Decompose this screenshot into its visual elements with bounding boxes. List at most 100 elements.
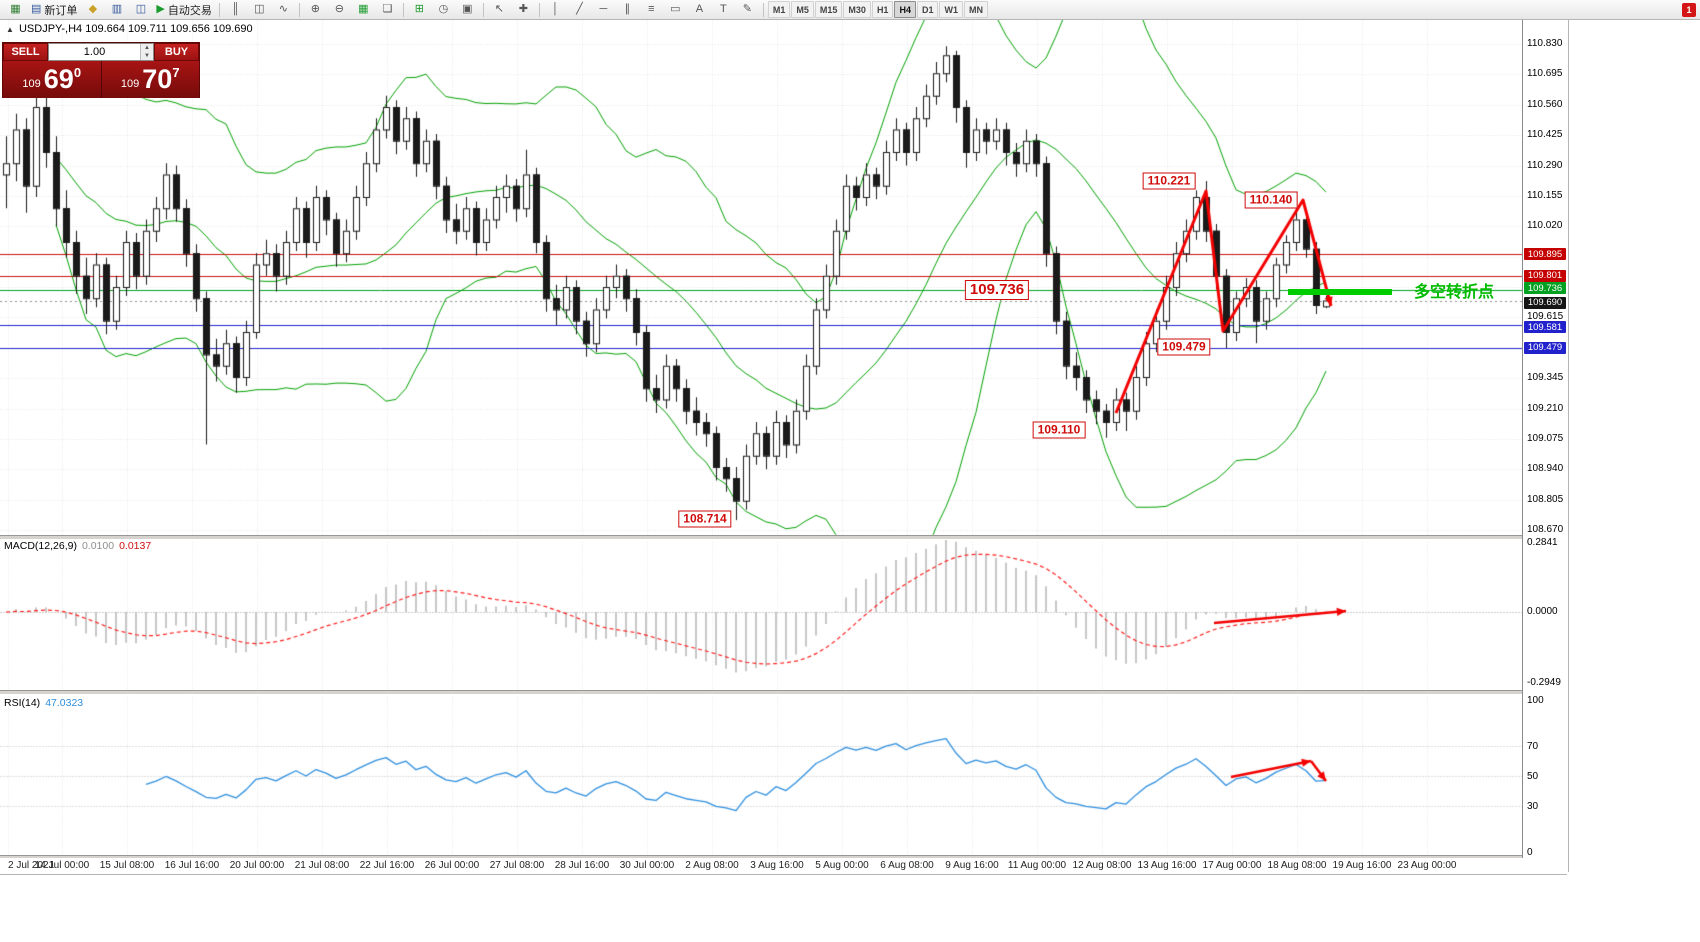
volume-input[interactable]: 1.00 ▲ ▼ (48, 43, 154, 61)
cursor-icon[interactable]: ↖ (488, 1, 511, 19)
zoom-in-icon: ⊕ (310, 3, 320, 15)
price-axis-label: 110.830 (1527, 38, 1563, 49)
zoom-out-icon[interactable]: ⊖ (328, 1, 351, 19)
grid-icon: ▦ (358, 3, 369, 15)
price-axis-label: 109.210 (1527, 402, 1564, 414)
sell-price-big: 69 (43, 64, 74, 94)
candlestick-chart-icon[interactable]: ◫ (248, 1, 271, 19)
price-axis-label: 109.615 (1527, 311, 1564, 323)
arrows-icon: ✎ (742, 3, 752, 15)
price-badge: 109.736 (1524, 282, 1566, 295)
sell-price-small: 109 (22, 77, 41, 90)
tile-windows-icon[interactable]: ❏ (376, 1, 399, 19)
templates-icon[interactable]: ▣ (456, 1, 479, 19)
rsi-scale-label: 0 (1527, 847, 1533, 858)
new-order-button: ▤ (31, 3, 42, 15)
volume-spinner: ▲ ▼ (140, 44, 153, 60)
time-axis-label: 2 Aug 08:00 (685, 860, 739, 871)
ohlc-high: 109.711 (128, 23, 167, 35)
ohlc-close: 109.690 (212, 23, 253, 35)
panel-separator[interactable] (0, 535, 1567, 540)
timeframe-d1-button[interactable]: D1 (916, 1, 939, 18)
timeframe-m5-button[interactable]: M5 (791, 1, 814, 18)
periods-icon[interactable]: ◷ (432, 1, 455, 19)
volume-value[interactable]: 1.00 (83, 46, 106, 58)
new-order-button[interactable]: ▤ 新订单 (28, 1, 80, 19)
autotrading-button: ▶ (156, 3, 165, 15)
text-label-icon[interactable]: T (712, 1, 735, 19)
timeframe-h4-button[interactable]: H4 (894, 1, 916, 18)
grid-icon[interactable]: ▦ (352, 1, 375, 19)
templates-icon: ▣ (462, 3, 473, 15)
autotrading-button[interactable]: ▶ 自动交易 (153, 1, 214, 19)
toolbar-separator (218, 2, 220, 17)
volume-down-button[interactable]: ▼ (141, 52, 153, 60)
time-axis-label: 15 Jul 08:00 (99, 860, 155, 871)
symbol-info: ▲ USDJPY-,H4 109.664 109.711 109.656 109… (6, 23, 253, 35)
rsi-name: RSI(14) (4, 697, 41, 709)
equidistant-channel-icon[interactable]: ∥ (616, 1, 639, 19)
cursor-icon: ↖ (494, 3, 504, 15)
vertical-line-icon[interactable]: │ (544, 1, 567, 19)
timeframe-m30-button[interactable]: M30 (843, 1, 871, 18)
timeframe-h1-button[interactable]: H1 (871, 1, 894, 18)
timeframe-m15-button[interactable]: M15 (814, 1, 843, 18)
price-axis-label: 108.670 (1527, 524, 1564, 535)
arrows-icon[interactable]: ✎ (736, 1, 759, 19)
panel-separator[interactable] (0, 690, 1567, 695)
timeframe-mn-button[interactable]: MN (963, 1, 988, 18)
timeframe-w1-button[interactable]: W1 (939, 1, 963, 18)
market-watch-icon[interactable]: ▥ (105, 1, 128, 19)
text-icon[interactable]: A (688, 1, 711, 19)
sell-button[interactable]: SELL (3, 43, 48, 61)
shapes-icon[interactable]: ▭ (664, 1, 687, 19)
trendline-icon: ╱ (576, 3, 583, 15)
vertical-line-icon: │ (551, 3, 559, 15)
price-badge: 109.690 (1524, 296, 1566, 309)
macd-scale-label: -0.2949 (1527, 677, 1561, 688)
macd-name: MACD(12,26,9) (4, 540, 77, 552)
notification-badge[interactable]: 1 (1682, 2, 1696, 17)
main-toolbar: ▦ ▤ 新订单 ◆ ▥ ◫ ▶ 自动交易 ║ ◫ ∿ ⊕ ⊖ ▦ ❏ ⊞ ◷ ▣ ↖ ✚ │ ╱ ─ ∥ ≡ ▭ A T ✎ M1 M5 M1… (0, 0, 1700, 20)
chart-canvas[interactable] (0, 20, 1522, 855)
sell-price[interactable]: 109 69 0 (3, 61, 101, 98)
periods-icon: ◷ (438, 3, 449, 15)
price-axis-label: 110.560 (1527, 98, 1563, 110)
ohlc-low: 109.656 (170, 23, 210, 35)
price-axis-label: 109.075 (1527, 432, 1564, 444)
fibonacci-icon: ≡ (648, 3, 655, 15)
line-chart-icon[interactable]: ∿ (272, 1, 295, 19)
trendline-icon[interactable]: ╱ (568, 1, 591, 19)
buy-price[interactable]: 109 70 7 (102, 61, 200, 98)
crosshair-icon: ✚ (518, 3, 528, 15)
zoom-out-icon: ⊖ (334, 3, 344, 15)
crosshair-icon[interactable]: ✚ (512, 1, 535, 19)
time-axis-label: 5 Aug 00:00 (815, 860, 869, 871)
price-badge: 109.581 (1524, 321, 1566, 334)
new-order-button-label: 新订单 (44, 4, 78, 17)
time-axis-label: 12 Aug 08:00 (1072, 860, 1132, 871)
time-axis-label: 23 Aug 00:00 (1397, 860, 1457, 871)
autotrading-button-label: 自动交易 (167, 4, 212, 17)
horizontal-line-icon[interactable]: ─ (592, 1, 615, 19)
timeframe-m1-button[interactable]: M1 (767, 1, 791, 18)
fibonacci-icon[interactable]: ≡ (640, 1, 663, 19)
indicators-icon[interactable]: ⊞ (408, 1, 431, 19)
tile-windows-icon: ❏ (382, 3, 393, 15)
bars-chart-icon[interactable]: ║ (224, 1, 247, 19)
new-chart-icon[interactable]: ▦ (4, 1, 27, 19)
time-axis-label: 11 Aug 00:00 (1007, 860, 1067, 871)
time-axis-label: 21 Jul 08:00 (294, 860, 350, 871)
time-axis-label: 18 Aug 08:00 (1267, 860, 1327, 871)
price-axis[interactable]: 110.830 110.695 110.560 110.425 110.290 110.1… (1522, 20, 1569, 872)
price-axis-label: 110.695 (1527, 68, 1563, 80)
buy-button[interactable]: BUY (154, 43, 199, 61)
time-axis[interactable]: 2 Jul 2021 14 Jul 00:00 15 Jul 08:00 16 Jul… (0, 858, 1567, 874)
navigator-icon[interactable]: ◫ (129, 1, 152, 19)
chart-bottom-border (0, 874, 1567, 875)
profiles-icon[interactable]: ◆ (81, 1, 104, 19)
horizontal-line-icon: ─ (599, 3, 608, 15)
zoom-in-icon[interactable]: ⊕ (304, 1, 327, 19)
volume-up-button[interactable]: ▲ (141, 44, 153, 52)
